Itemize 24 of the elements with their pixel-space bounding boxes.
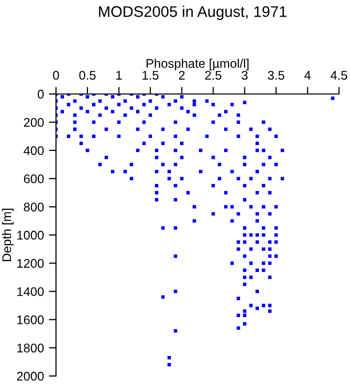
y-tick-label: 1600 — [17, 315, 44, 324]
y-tick-label: 800 — [24, 202, 44, 212]
y-tick-label: 0 — [38, 90, 44, 99]
x-tick-label: 1 — [116, 71, 122, 80]
y-tick-label: 400 — [24, 146, 44, 156]
y-tick-label: 1200 — [17, 259, 44, 268]
x-tick-label: 0.5 — [79, 70, 96, 80]
x-tick-label: 2.5 — [205, 70, 222, 80]
x-axis-title: Phosphate [µmol/l] — [146, 58, 249, 70]
y-tick-label: 600 — [24, 174, 44, 184]
y-tick-label: 1400 — [17, 287, 44, 296]
y-tick-label: 1000 — [17, 230, 44, 240]
x-tick-label: 2 — [178, 70, 185, 80]
y-tick-label: 200 — [24, 118, 44, 127]
x-tick-label: 3.5 — [268, 70, 284, 80]
x-tick-label: 4.5 — [330, 71, 348, 80]
x-tick-label: 0 — [53, 70, 59, 80]
chart-title: MODS2005 in August, 1971 — [99, 6, 286, 20]
x-tick-label: 4 — [304, 71, 311, 80]
y-tick-label: 1800 — [17, 344, 44, 352]
y-axis-title: Depth [m] — [2, 208, 14, 262]
x-tick-label: 1.5 — [142, 71, 158, 80]
y-tick-label: 2000 — [17, 372, 44, 381]
x-tick-label: 3 — [242, 70, 248, 80]
